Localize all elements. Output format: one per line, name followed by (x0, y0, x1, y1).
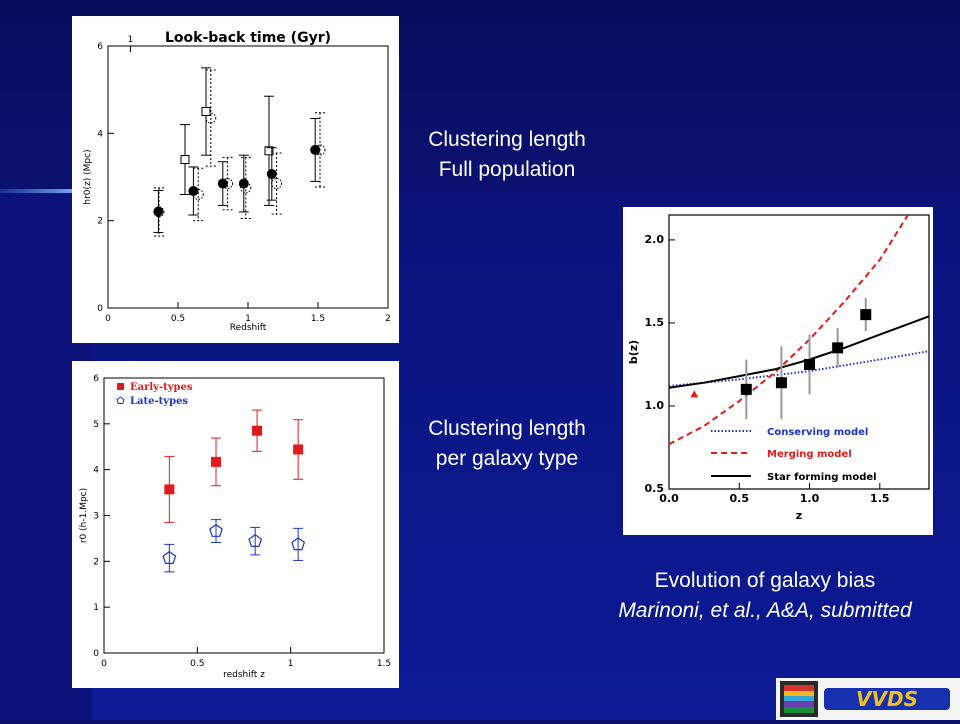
x-tick-label: 1.0 (800, 492, 820, 505)
data-point (201, 107, 211, 116)
vvds-logo: VVDS (776, 678, 960, 720)
caption-bias-line2: Marinoni, et al., A&A, submitted (618, 599, 912, 622)
data-point (310, 144, 321, 155)
y-tick-label: 1.0 (645, 399, 665, 412)
data-point (775, 377, 787, 389)
y-axis-label: hr0(z) (Mpc) (83, 149, 93, 204)
data-point (188, 185, 199, 196)
chart-per-galaxy-type: 0 0.5 1 1.5 0 1 2 3 4 5 6 redshift z r0 (h-1.Mpc) Ear… (72, 361, 399, 688)
plot-frame (107, 45, 389, 309)
data-point (264, 146, 274, 156)
y-axis-label: b(z) (627, 340, 640, 364)
data-point (266, 168, 277, 179)
accent-line (0, 189, 80, 193)
plot-frame (668, 214, 930, 490)
legend-label: Star forming model (767, 472, 877, 483)
legend-label: Conserving model (767, 427, 868, 438)
x-tick-label: 0.5 (190, 659, 204, 669)
x-tick-label: 0 (101, 659, 107, 669)
x-axis-label: redshift z (223, 670, 265, 680)
series-line (669, 215, 909, 446)
y-tick-label: 0 (93, 649, 99, 659)
y-tick-label: 0 (97, 304, 103, 314)
data-point (860, 309, 872, 321)
data-point (291, 537, 306, 551)
chart-full-population-svg: 0 0.5 1 1.5 2 0 2 4 6 Redshift hr0(z) (Mpc) Look-ba… (83, 30, 391, 333)
x-tick-label: 1.5 (311, 314, 325, 324)
y-tick-label: 6 (93, 374, 99, 384)
vvds-logo-graphic: VVDS (780, 681, 950, 717)
series-line (669, 315, 929, 389)
caption-galaxy-bias: Evolution of galaxy bias Marinoni, et al… (580, 566, 950, 626)
legend-label: Merging model (767, 449, 852, 460)
data-point (162, 550, 177, 564)
data-point (252, 425, 263, 436)
legend-marker (116, 396, 125, 404)
caption-full-line1: Clustering length (428, 128, 586, 151)
y-tick-label: 4 (97, 129, 103, 139)
x-axis-label: z (796, 509, 802, 522)
x-axis-label: Redshift (230, 323, 267, 333)
x-tick-label: 1 (288, 659, 294, 669)
data-point (832, 342, 844, 354)
y-tick-label: 6 (97, 42, 103, 52)
chart-per-galaxy-type-svg: 0 0.5 1 1.5 0 1 2 3 4 5 6 redshift z r0 (h-1.Mpc) Ear… (79, 374, 391, 680)
y-tick-label: 1 (93, 603, 99, 613)
x-tick-label: 0.5 (171, 314, 185, 324)
x-tick-label: 2 (385, 314, 391, 324)
chart-galaxy-bias-svg: 0.0 0.5 1.0 1.50.51.01.52.0zb(z)Conserving … (627, 214, 930, 522)
x-tick-label: 0.0 (659, 492, 679, 505)
y-tick-label: 5 (93, 420, 99, 430)
data-point (180, 155, 190, 165)
data-point (217, 178, 228, 189)
chart-full-population: 0 0.5 1 1.5 2 0 2 4 6 Redshift hr0(z) (Mpc) Look-ba… (72, 16, 399, 343)
data-point (209, 523, 223, 537)
chart-galaxy-bias: 0.0 0.5 1.0 1.5 0.5 1.0 1.5 2.0 z b(z) Conserving … (623, 207, 933, 535)
data-point (238, 178, 249, 189)
y-axis-label: r0 (h-1.Mpc) (79, 488, 89, 543)
legend-label: Late-types (130, 396, 188, 407)
caption-full-population: Clustering length Full population (398, 125, 616, 185)
x-tick-label: 1.5 (870, 492, 890, 505)
caption-full-line2: Full population (438, 158, 576, 181)
chart-title: Look-back time (Gyr) (165, 30, 331, 46)
plot-frame (103, 377, 385, 654)
data-point (740, 383, 752, 395)
top-axis-tick-label: 1 (128, 35, 134, 45)
legend-label: Early-types (130, 382, 193, 393)
x-tick-label: 1 (245, 314, 251, 324)
data-point (153, 206, 164, 217)
legend-marker (117, 383, 124, 390)
y-tick-label: 4 (93, 466, 99, 476)
x-tick-label: 0 (105, 314, 111, 324)
y-tick-label: 3 (93, 512, 99, 522)
caption-bias-line1: Evolution of galaxy bias (654, 569, 876, 592)
caption-type-line2: per galaxy type (435, 447, 579, 470)
y-tick-label: 2.0 (645, 233, 665, 246)
data-point (804, 358, 816, 370)
data-point (248, 533, 263, 547)
y-tick-label: 2 (93, 557, 99, 567)
x-tick-label: 0.5 (730, 492, 750, 505)
data-point (293, 444, 304, 455)
logo-text: VVDS (856, 687, 918, 711)
x-tick-label: 1.5 (377, 659, 391, 669)
caption-type-line1: Clustering length (428, 417, 586, 440)
y-tick-label: 1.5 (645, 316, 665, 329)
data-point (240, 182, 252, 194)
caption-per-galaxy-type: Clustering length per galaxy type (398, 414, 616, 474)
y-tick-label: 2 (97, 217, 103, 227)
data-point (211, 456, 221, 467)
data-point (164, 484, 175, 495)
data-point (690, 390, 699, 398)
series-line (669, 350, 929, 387)
data-point (271, 178, 283, 190)
y-tick-label: 0.5 (645, 482, 665, 495)
